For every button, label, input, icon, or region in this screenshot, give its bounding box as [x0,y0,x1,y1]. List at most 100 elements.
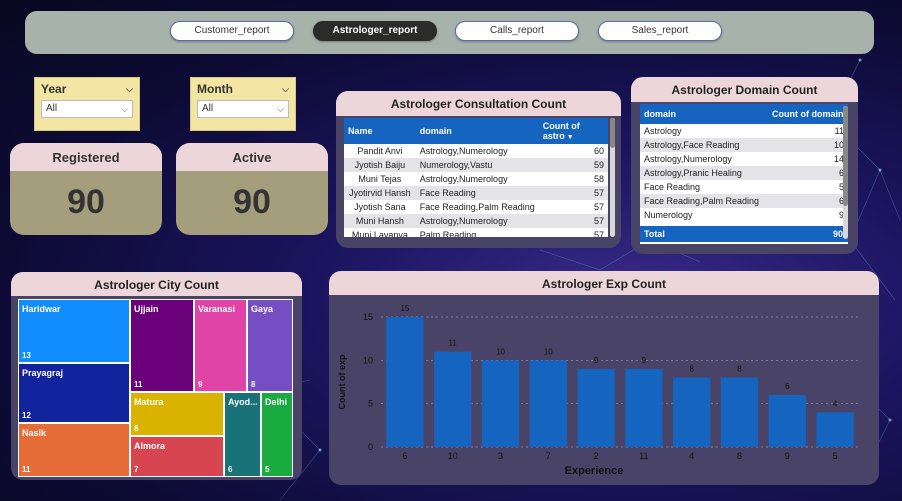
table-row[interactable]: Muni Hansh Astrology,Numerology 57 [344,214,608,228]
domain-scrollbar-thumb[interactable] [843,106,848,206]
month-slicer: Month ⌵ All ⌵ [190,77,296,131]
bar [673,377,711,447]
treemap-cell-delhi[interactable]: Delhi 5 [261,392,293,477]
treemap-cell-value: 9 [198,380,203,389]
nav-calls-report-button[interactable]: Calls_report [455,21,579,41]
cell-count: 6 [768,194,848,208]
treemap-cell-gaya[interactable]: Gaya 8 [247,299,293,392]
data-label: 9 [642,356,647,365]
table-row[interactable]: Face Reading 5 [640,180,848,194]
chevron-down-icon: ⌵ [277,104,284,114]
cell-domain: Face Reading [640,180,768,194]
y-tick-label: 0 [368,442,373,452]
treemap-cell-value: 11 [22,465,31,474]
nav-sales-report-button[interactable]: Sales_report [598,21,722,41]
treemap-cell-label: Haridwar [22,304,61,314]
cell-domain: Astrology,Numerology [640,152,768,166]
cell-name: Jyotish Baiju [344,158,416,172]
treemap-cell-label: Gaya [251,304,274,314]
cell-domain: Astrology,Pranic Healing [640,166,768,180]
active-kpi-card: Active 90 [176,143,328,235]
nav-customer-report-button[interactable]: Customer_report [170,21,294,41]
table-row[interactable]: Pandit Anvi Astrology,Numerology 60 [344,144,608,158]
bar [768,395,806,447]
treemap-cell-value: 12 [22,411,31,420]
column-header-count-of-domain[interactable]: Count of domain [768,104,848,124]
cell-domain: Face Reading,Palm Reading [640,194,768,208]
treemap-cell-label: Matura [134,397,164,407]
domain-total-value: 90 [832,229,843,239]
column-header-domain[interactable]: domain [640,104,768,124]
chevron-down-icon[interactable]: ⌵ [282,84,289,94]
table-row[interactable]: Astrology,Numerology 14 [640,152,848,166]
treemap-cell-haridwar[interactable]: Haridwar 13 [18,299,130,363]
column-header-count[interactable]: Count of astro ▼ [538,118,608,144]
cell-domain: Astrology,Numerology [415,144,539,158]
x-tick-label: 11 [639,451,648,461]
treemap-cell-ayodhya[interactable]: Ayod... 6 [224,392,261,477]
cell-name: Jyotirvid Hansh [344,186,416,200]
table-row[interactable]: Face Reading,Palm Reading 6 [640,194,848,208]
column-header-count-label: Count of astro [542,121,580,141]
cell-domain: Face Reading,Palm Reading [415,200,539,214]
bar [481,360,520,447]
x-tick-label: 10 [448,451,458,461]
x-tick-label: 8 [737,451,742,461]
bar [577,369,615,447]
cell-count: 57 [538,186,608,200]
cell-name: Muni Tejas [344,172,416,186]
cell-count: 11 [768,124,848,138]
active-kpi-value: 90 [233,183,271,221]
chevron-down-icon: ⌵ [121,104,128,114]
treemap-cell-prayagraj[interactable]: Prayagraj 12 [18,363,130,423]
table-row[interactable]: Jyotish Sana Face Reading,Palm Reading 57 [344,200,608,214]
month-dropdown[interactable]: All ⌵ [197,100,289,118]
data-label: 15 [400,304,409,313]
treemap-cell-label: Varanasi [198,304,236,314]
table-row[interactable]: Astrology,Face Reading 10 [640,138,848,152]
cell-name: Pandit Anvi [344,144,416,158]
table-row[interactable]: Numerology 9 [640,208,848,222]
treemap-cell-matura[interactable]: Matura 8 [130,392,224,436]
bar [529,360,567,447]
cell-count: 60 [538,144,608,158]
table-row[interactable]: Astrology 11 [640,124,848,138]
table-row[interactable]: Jyotish Baiju Numerology,Vastu 59 [344,158,608,172]
table-row[interactable]: Astrology,Pranic Healing 6 [640,166,848,180]
registered-kpi-card: Registered 90 [10,143,162,235]
treemap-cell-value: 8 [134,424,139,433]
y-tick-label: 5 [368,399,373,409]
treemap-cell-ujjain[interactable]: Ujjain 11 [130,299,194,392]
cell-name: Jyotish Sana [344,200,416,214]
year-dropdown[interactable]: All ⌵ [41,100,133,118]
data-label: 6 [785,382,790,391]
treemap-cell-nasik[interactable]: Nasik 11 [18,423,130,477]
registered-kpi-value: 90 [67,183,105,221]
cell-count: 57 [538,228,608,237]
domain-scrollbar[interactable] [843,106,848,239]
cell-domain: Astrology,Face Reading [640,138,768,152]
x-tick-label: 4 [689,451,694,461]
treemap-cell-varanasi[interactable]: Varanasi 9 [194,299,247,392]
domain-total-row: Total 90 [640,226,848,242]
cell-count: 58 [538,172,608,186]
year-slicer-title: Year [41,82,67,96]
treemap-cell-almora[interactable]: Almora 7 [130,436,224,477]
column-header-domain[interactable]: domain [415,118,539,144]
cell-name: Muni Hansh [344,214,416,228]
table-row[interactable]: Muni Tejas Astrology,Numerology 58 [344,172,608,186]
nav-astrologer-report-button[interactable]: Astrologer_report [313,21,437,41]
cell-count: 14 [768,152,848,166]
consultation-count-panel: Astrologer Consultation Count Name domai… [336,91,621,248]
chevron-down-icon[interactable]: ⌵ [126,84,133,94]
data-label: 4 [833,399,838,408]
consultation-scrollbar[interactable] [610,118,615,237]
table-row[interactable]: Muni Lavanya Palm Reading 57 [344,228,608,237]
domain-total-label: Total [644,229,665,239]
active-kpi-label: Active [176,143,328,171]
data-label: 9 [594,356,599,365]
y-axis-label: Count of exp [337,354,347,409]
column-header-name[interactable]: Name [344,118,416,144]
table-row[interactable]: Jyotirvid Hansh Face Reading 57 [344,186,608,200]
consultation-scrollbar-thumb[interactable] [610,118,615,148]
